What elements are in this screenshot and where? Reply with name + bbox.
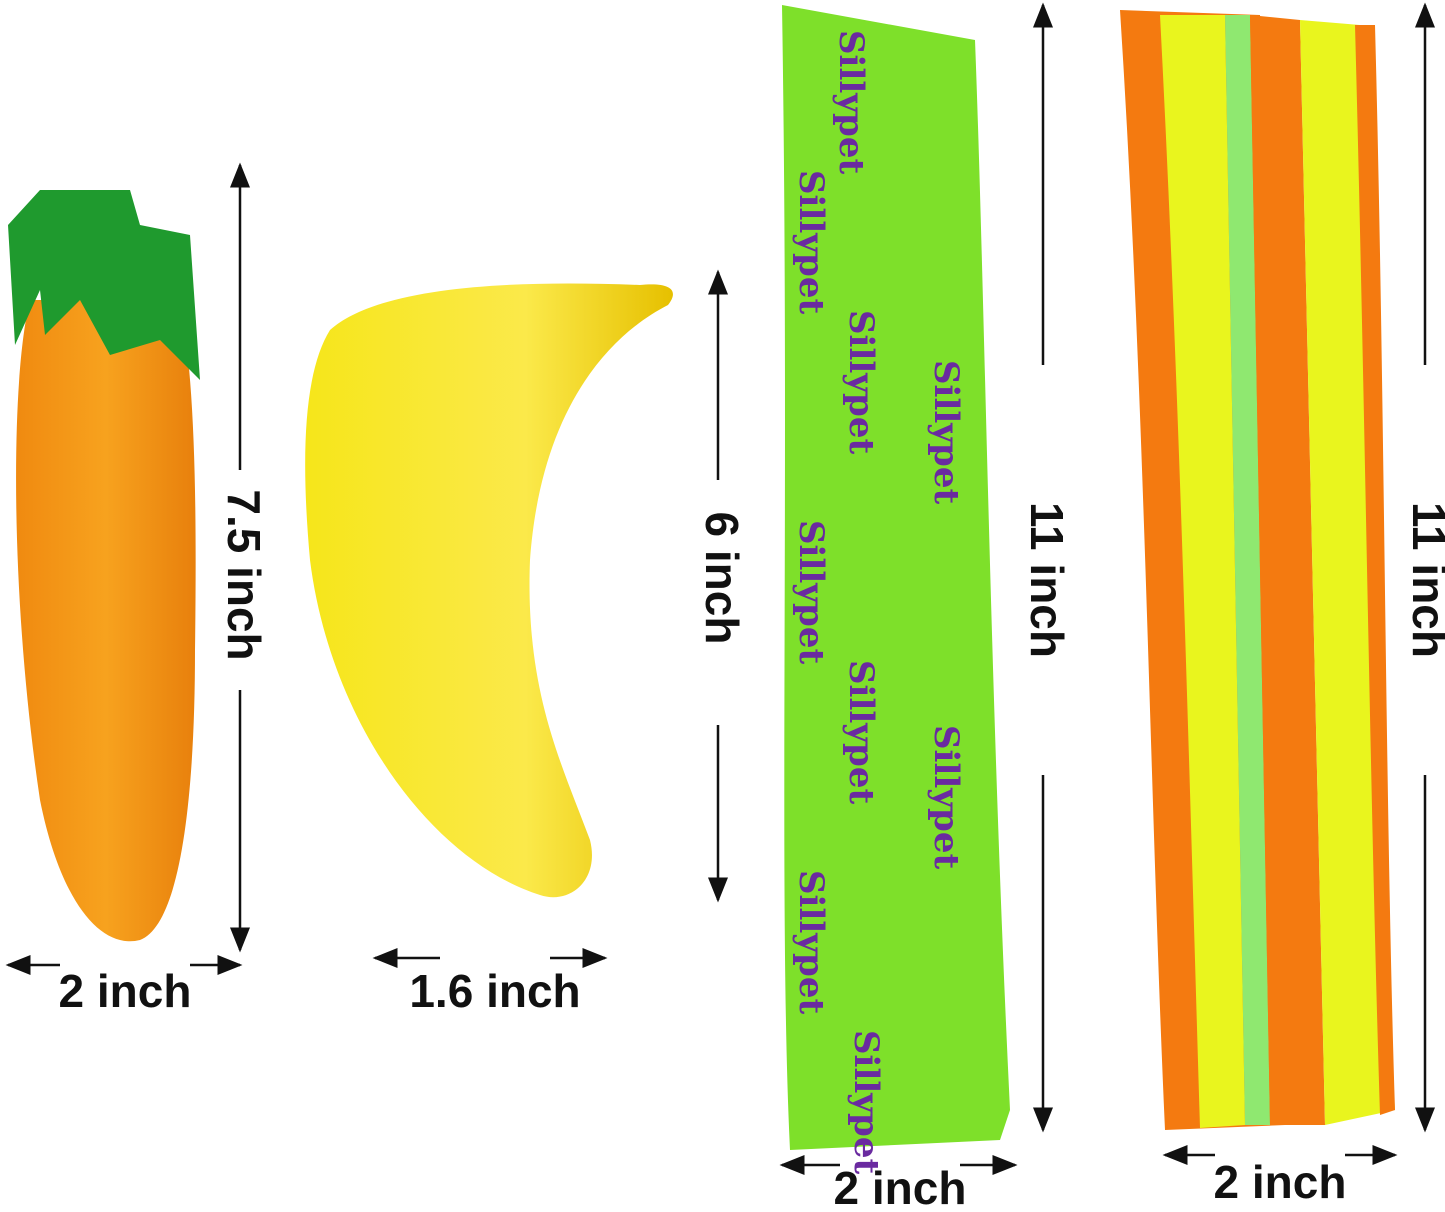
- pattern-text: Sillypet: [846, 1030, 886, 1174]
- height-label: 11 inch: [1021, 502, 1073, 658]
- width-label: 2 inch: [59, 965, 192, 1017]
- pattern-text: Sillypet: [926, 360, 966, 504]
- green-stick-toy: Sillypet Sillypet Sillypet Sillypet Sill…: [782, 5, 1010, 1174]
- pattern-text: Sillypet: [926, 725, 966, 869]
- pattern-text: Sillypet: [791, 170, 831, 314]
- pattern-text: Sillypet: [841, 310, 881, 454]
- pattern-text: Sillypet: [841, 660, 881, 804]
- width-label: 1.6 inch: [409, 965, 580, 1017]
- height-label: 11 inch: [1403, 502, 1445, 658]
- green-stick-body: [782, 5, 1010, 1150]
- height-label: 6 inch: [696, 512, 748, 645]
- banana-toy: [305, 283, 673, 898]
- carrot-body: [16, 300, 196, 942]
- carrot-leaves: [8, 190, 200, 380]
- width-label: 2 inch: [834, 1162, 967, 1212]
- pattern-text: Sillypet: [831, 30, 871, 174]
- stripe: [1355, 25, 1395, 1115]
- stripe: [1160, 15, 1245, 1128]
- striped-stick-toy: [1120, 10, 1395, 1130]
- pattern-text: Sillypet: [791, 870, 831, 1014]
- width-label: 2 inch: [1214, 1156, 1347, 1208]
- stripe: [1225, 15, 1270, 1125]
- stripe: [1250, 15, 1325, 1125]
- pattern-text: Sillypet: [791, 520, 831, 664]
- carrot-toy: [8, 190, 200, 942]
- height-label: 7.5 inch: [218, 489, 270, 660]
- stripe: [1300, 20, 1395, 1125]
